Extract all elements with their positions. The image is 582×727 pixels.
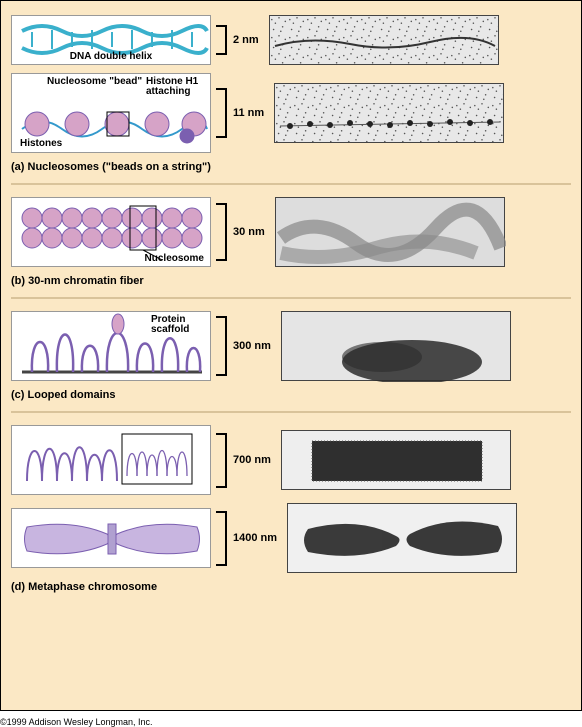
em-nucleosomes xyxy=(274,83,504,143)
illus-metaphase xyxy=(11,508,211,568)
panel-a: DNA double helix 2 nm xyxy=(11,9,571,185)
panel-c: Protein scaffold 300 nm (c) Looped domai… xyxy=(11,305,571,413)
caption-a: (a) Nucleosomes ("beads on a string") xyxy=(11,161,211,173)
scale-fiber30: 30 nm xyxy=(221,203,265,261)
scale-nucleosomes: 11 nm xyxy=(221,88,264,138)
figure-container: DNA double helix 2 nm xyxy=(0,0,582,711)
scale-bar-icon xyxy=(221,203,227,261)
em-fiber30 xyxy=(275,197,505,267)
em-dna xyxy=(269,15,499,65)
illus-dna: DNA double helix xyxy=(11,15,211,65)
panel-b: Nucleosome 30 nm (b) 30-nm chromatin fib… xyxy=(11,191,571,299)
em-looped xyxy=(281,311,511,381)
panel-d: 700 nm 1400 n xyxy=(11,419,571,603)
caption-d: (d) Metaphase chromosome xyxy=(11,581,571,593)
scale-dna: 2 nm xyxy=(221,25,259,55)
row-nucleosomes: Nucleosome "bead" Histones Histone H1 at… xyxy=(11,73,571,153)
illus-condensed xyxy=(11,425,211,495)
row-looped: Protein scaffold 300 nm xyxy=(11,311,571,381)
illus-looped: Protein scaffold xyxy=(11,311,211,381)
caption-c: (c) Looped domains xyxy=(11,389,211,401)
scale-bar-icon xyxy=(221,316,227,376)
label-protein-scaffold: Protein scaffold xyxy=(151,315,206,335)
illus-fiber30: Nucleosome xyxy=(11,197,211,267)
row-fiber30: Nucleosome 30 nm xyxy=(11,197,571,267)
copyright-text: ©1999 Addison Wesley Longman, Inc. xyxy=(0,717,582,727)
scale-label-metaphase: 1400 nm xyxy=(233,532,277,544)
scale-bar-icon xyxy=(221,88,227,138)
label-histones: Histones xyxy=(20,138,62,149)
metaphase-icon xyxy=(12,509,212,569)
label-nucleosome-bead: Nucleosome "bead" xyxy=(47,77,142,87)
scale-bar-icon xyxy=(221,433,227,488)
caption-b: (b) 30-nm chromatin fiber xyxy=(11,275,211,287)
scale-bar-icon xyxy=(221,511,227,566)
row-condensed: 700 nm xyxy=(11,425,571,495)
label-histone-h1: Histone H1 attaching xyxy=(146,77,206,97)
label-dna-caption: DNA double helix xyxy=(70,51,152,62)
scale-bar-icon xyxy=(221,25,227,55)
label-nucleosome: Nucleosome xyxy=(145,253,204,264)
scale-looped: 300 nm xyxy=(221,316,271,376)
scale-label-nucleosomes: 11 nm xyxy=(233,107,264,119)
illus-nucleosomes: Nucleosome "bead" Histones Histone H1 at… xyxy=(11,73,211,153)
scale-condensed: 700 nm xyxy=(221,433,271,488)
scale-label-looped: 300 nm xyxy=(233,340,271,352)
em-metaphase xyxy=(287,503,517,573)
row-metaphase: 1400 nm xyxy=(11,503,571,573)
scale-label-condensed: 700 nm xyxy=(233,454,271,466)
em-condensed xyxy=(281,430,511,490)
condensed-icon xyxy=(12,426,212,496)
row-dna: DNA double helix 2 nm xyxy=(11,15,571,65)
scale-label-dna: 2 nm xyxy=(233,34,259,46)
scale-metaphase: 1400 nm xyxy=(221,511,277,566)
scale-label-fiber30: 30 nm xyxy=(233,226,265,238)
